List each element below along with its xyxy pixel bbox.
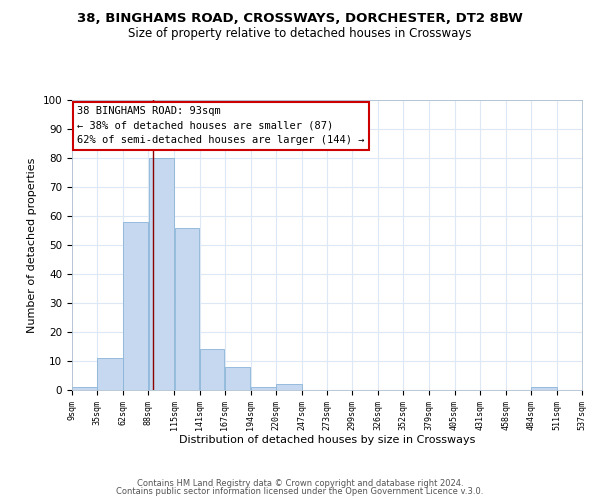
- Text: 38 BINGHAMS ROAD: 93sqm
← 38% of detached houses are smaller (87)
62% of semi-de: 38 BINGHAMS ROAD: 93sqm ← 38% of detache…: [77, 106, 365, 146]
- Bar: [251, 387, 275, 390]
- Bar: [531, 387, 557, 390]
- Bar: [149, 158, 174, 390]
- Bar: [200, 350, 224, 390]
- Text: Size of property relative to detached houses in Crossways: Size of property relative to detached ho…: [128, 28, 472, 40]
- Text: Contains public sector information licensed under the Open Government Licence v.: Contains public sector information licen…: [116, 487, 484, 496]
- Bar: [97, 358, 123, 390]
- Text: 38, BINGHAMS ROAD, CROSSWAYS, DORCHESTER, DT2 8BW: 38, BINGHAMS ROAD, CROSSWAYS, DORCHESTER…: [77, 12, 523, 26]
- Bar: [124, 222, 148, 390]
- Bar: [225, 367, 250, 390]
- Y-axis label: Number of detached properties: Number of detached properties: [27, 158, 37, 332]
- Bar: [175, 228, 199, 390]
- Text: Contains HM Land Registry data © Crown copyright and database right 2024.: Contains HM Land Registry data © Crown c…: [137, 478, 463, 488]
- Bar: [72, 387, 97, 390]
- Bar: [276, 384, 302, 390]
- X-axis label: Distribution of detached houses by size in Crossways: Distribution of detached houses by size …: [179, 436, 475, 446]
